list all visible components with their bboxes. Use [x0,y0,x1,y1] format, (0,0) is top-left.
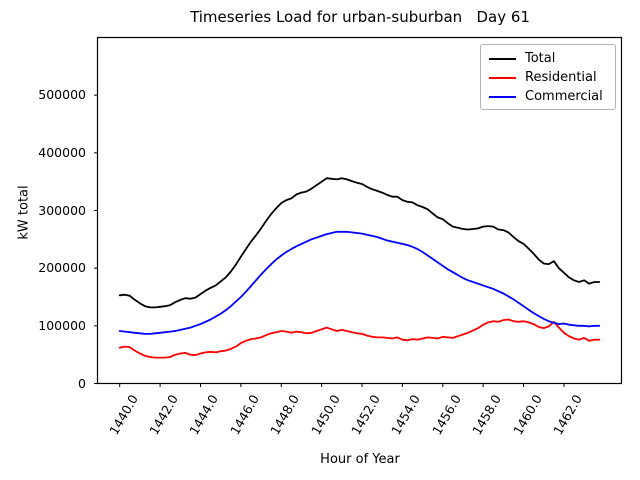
commercial-line [118,230,601,335]
legend-row-total: Total [489,49,607,68]
total-line [118,177,601,309]
legend-row-residential: Residential [489,68,607,87]
y-tick-label: 300000 [38,202,86,218]
legend: Total Residential Commercial [480,44,616,110]
legend-label-residential: Residential [525,70,597,85]
legend-label-commercial: Commercial [525,89,603,104]
legend-row-commercial: Commercial [489,87,607,106]
y-tick-label: 100000 [38,317,86,333]
commercial-line-sample-icon [489,95,516,98]
residential-line [118,318,601,359]
y-tick-label: 500000 [38,87,86,103]
y-tick-label: 200000 [38,260,86,276]
residential-line-sample-icon [489,76,516,79]
chart-title: Timeseries Load for urban-suburban Day 6… [190,8,530,26]
y-tick-label: 0 [78,375,86,391]
legend-label-total: Total [525,51,556,66]
total-line-sample-icon [489,57,516,60]
y-tick-label: 400000 [38,144,86,160]
x-axis-label: Hour of Year [320,452,400,467]
